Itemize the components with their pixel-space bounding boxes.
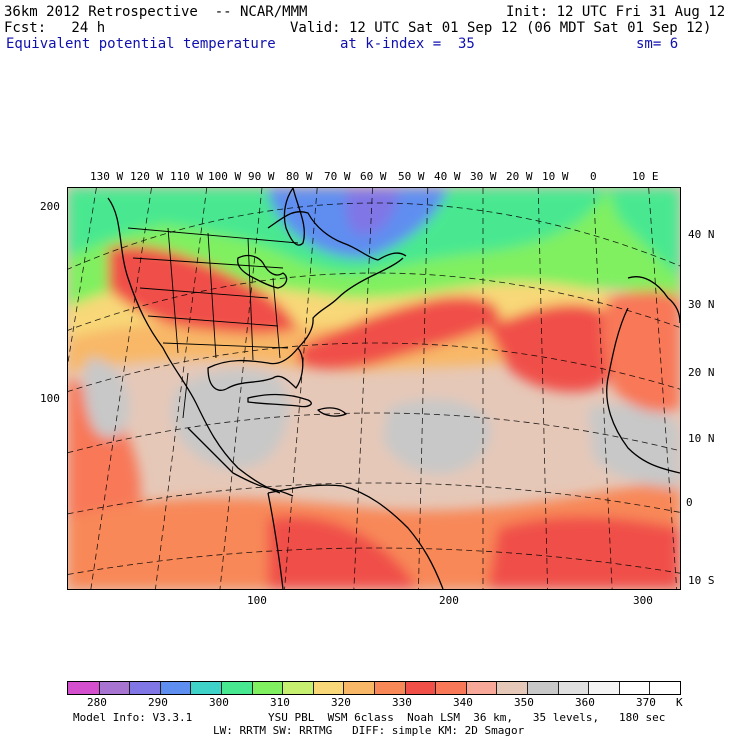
color-bar-segment: [649, 682, 680, 694]
color-bar-label: 290: [148, 696, 168, 709]
field-green-left: [68, 188, 218, 258]
color-bar-unit: K: [676, 696, 683, 709]
color-bar-segment: [588, 682, 619, 694]
gulf-coast: [207, 347, 304, 391]
color-bar-label: 310: [270, 696, 290, 709]
cuba: [247, 393, 312, 408]
valid-time: Valid: 12 UTC Sat 01 Sep 12 (06 MDT Sat …: [290, 20, 712, 36]
color-bar-segment: [68, 682, 99, 694]
latitude-label: 0: [686, 496, 693, 509]
title-left: 36km 2012 Retrospective -- NCAR/MMM: [4, 4, 308, 20]
y-tick-label: 200: [40, 200, 60, 213]
field-grey-gulf: [171, 369, 289, 469]
color-bar-segment: [465, 682, 497, 694]
field-grey-mid: [383, 399, 491, 474]
color-bar-segment: [282, 682, 313, 694]
canada-coast: [267, 211, 407, 261]
field-red-east: [488, 304, 621, 392]
latitude-label: 10 N: [688, 432, 715, 445]
field-red-atlantic: [298, 296, 500, 370]
level-info: at k-index = 35: [340, 36, 475, 52]
longitude-label: 10 E: [632, 170, 659, 183]
color-bar-segment: [159, 682, 191, 694]
longitude-label: 90 W: [248, 170, 275, 183]
graticule: [68, 188, 680, 589]
longitude-label: 40 W: [434, 170, 461, 183]
color-bar-segment: [251, 682, 283, 694]
longitude-label: 30 W: [470, 170, 497, 183]
color-bar-label: 350: [514, 696, 534, 709]
longitude-label: 80 W: [286, 170, 313, 183]
color-bar-segment: [526, 682, 558, 694]
color-bar-label: 330: [392, 696, 412, 709]
longitude-label: 70 W: [324, 170, 351, 183]
scheme-info: LW: RRTM SW: RRTMG DIFF: simple KM: 2D S…: [213, 724, 525, 737]
longitude-label: 60 W: [360, 170, 387, 183]
field-red-us: [108, 245, 298, 334]
hispaniola: [317, 407, 347, 417]
smoothing-info: sm= 6: [636, 36, 679, 52]
model-info: Model Info: V3.3.1: [73, 711, 193, 724]
color-bar-label: 280: [87, 696, 107, 709]
color-bar-label: 360: [575, 696, 595, 709]
sa-west: [267, 492, 284, 589]
physics-info: YSU PBL WSM 6class Noah LSM 36 km, 35 le…: [268, 711, 666, 724]
longitude-label: 0: [590, 170, 597, 183]
color-bar-label: 300: [209, 696, 229, 709]
color-bar-segment: [373, 682, 405, 694]
us-east-coast: [297, 257, 404, 349]
longitude-label: 120 W: [130, 170, 164, 183]
x-tick-label: 100: [247, 594, 267, 607]
longitude-label: 110 W: [170, 170, 204, 183]
color-bar-segment: [129, 682, 160, 694]
longitude-label: 130 W: [90, 170, 124, 183]
color-bar-segment: [220, 682, 252, 694]
color-bar-segment: [343, 682, 374, 694]
hudson-bay: [283, 188, 305, 246]
color-bar-segment: [98, 682, 130, 694]
field-right-green: [608, 188, 680, 278]
x-tick-label: 300: [633, 594, 653, 607]
latitude-label: 20 N: [688, 366, 715, 379]
color-bar: [67, 681, 681, 695]
latitude-label: 10 S: [688, 574, 715, 587]
color-bar-segment: [404, 682, 436, 694]
longitude-label: 20 W: [506, 170, 533, 183]
field-red-southeast: [488, 516, 680, 589]
north-america-coast: [107, 197, 281, 494]
political-borders: [127, 227, 299, 419]
color-bar-segment: [496, 682, 527, 694]
color-bar-segment: [190, 682, 221, 694]
longitude-label: 10 W: [542, 170, 569, 183]
color-bar-label: 340: [453, 696, 473, 709]
longitude-label: 100 W: [208, 170, 242, 183]
color-bar-label: 320: [331, 696, 351, 709]
theta-e-map: [68, 188, 680, 589]
forecast-hour: Fcst: 24 h: [4, 20, 106, 36]
africa-coast: [606, 307, 680, 474]
x-tick-label: 200: [439, 594, 459, 607]
color-bar-segment: [618, 682, 650, 694]
longitude-label: 50 W: [398, 170, 425, 183]
color-bar-segment: [557, 682, 589, 694]
central-america: [187, 427, 294, 497]
coastlines: [107, 188, 680, 589]
south-america: [267, 484, 444, 589]
field-grey-west: [83, 358, 130, 439]
color-bar-segment: [312, 682, 344, 694]
field-red-south: [268, 516, 418, 589]
latitude-label: 40 N: [688, 228, 715, 241]
field-purple: [346, 188, 398, 235]
field-name: Equivalent potential temperature: [6, 36, 276, 52]
color-bar-label: 370: [636, 696, 656, 709]
init-time: Init: 12 UTC Fri 31 Aug 12: [506, 4, 726, 20]
color-bar-segment: [435, 682, 466, 694]
map-panel: [67, 187, 681, 590]
iberia: [627, 276, 680, 324]
y-tick-label: 100: [40, 392, 60, 405]
latitude-label: 30 N: [688, 298, 715, 311]
great-lakes: [237, 254, 288, 289]
